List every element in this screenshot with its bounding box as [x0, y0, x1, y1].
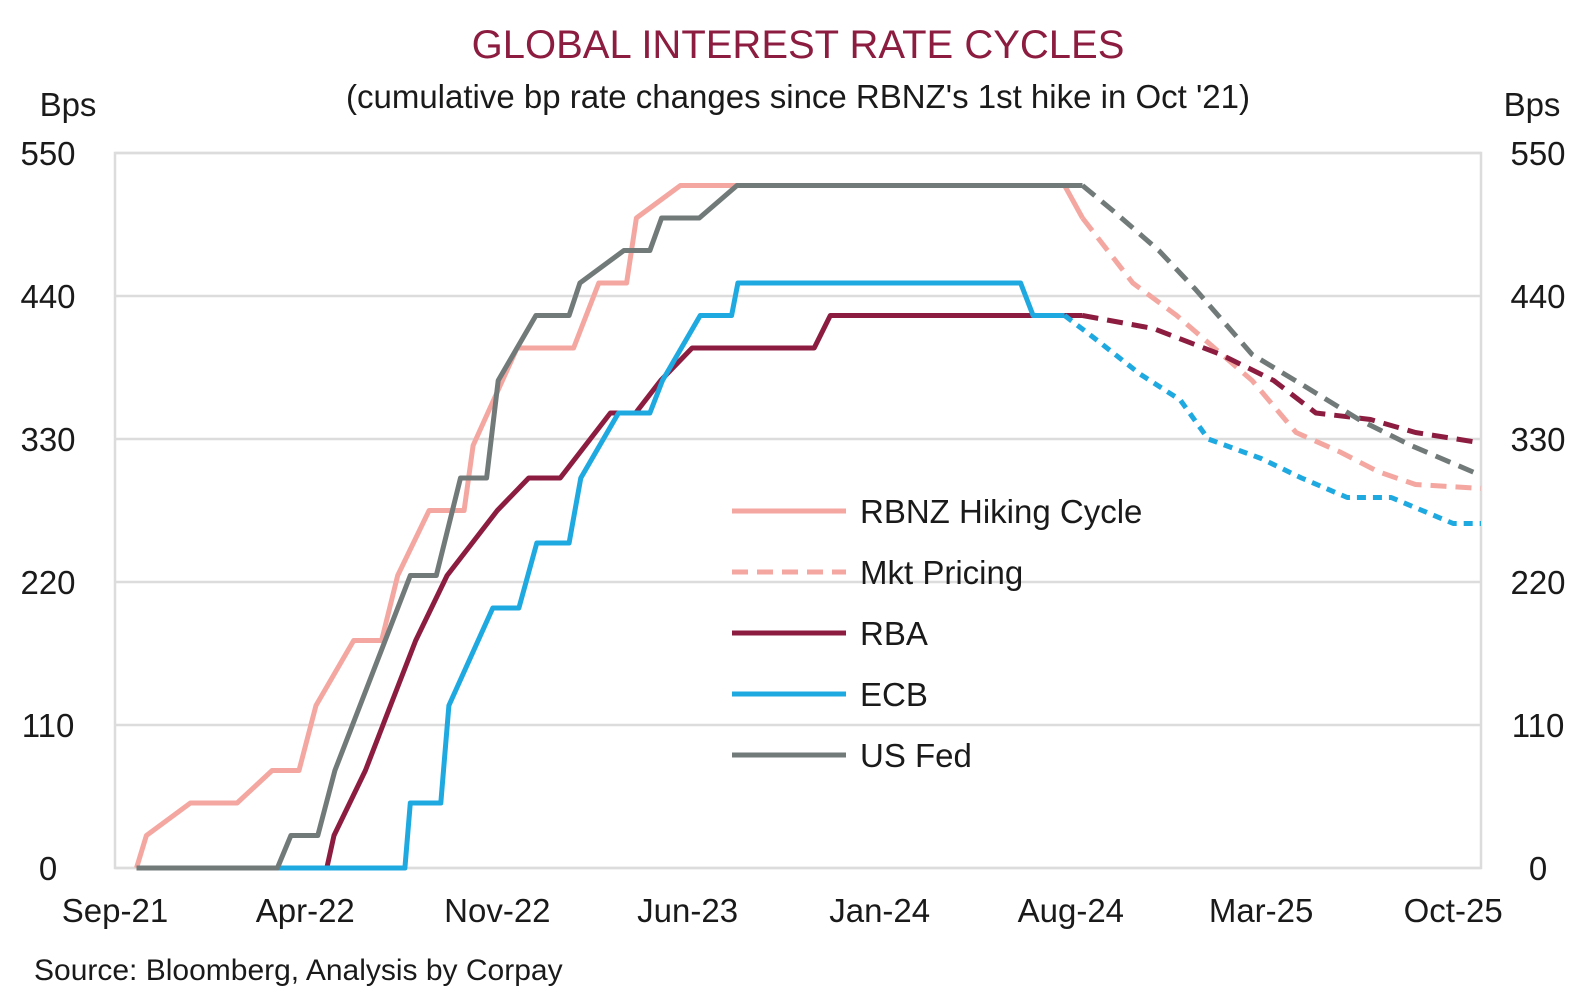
series-line-us-fed-dashed-7 — [1080, 183, 1482, 478]
x-tick-Oct-25: Oct-25 — [1404, 892, 1503, 929]
series-line-mkt-pricing-dashed-1 — [1080, 216, 1482, 491]
y-tick-left-440: 440 — [20, 278, 75, 315]
legend-label-rba: RBA — [860, 615, 928, 652]
y-tick-left-220: 220 — [20, 564, 75, 601]
legend: RBNZ Hiking Cycle Mkt Pricing RBA ECB US Fed — [732, 493, 1142, 774]
y-axis-unit-left: Bps — [40, 86, 97, 123]
x-tick-Jan-24: Jan-24 — [829, 892, 930, 929]
legend-label-mkt-pricing: Mkt Pricing — [860, 554, 1023, 591]
y-tick-left-0: 0 — [39, 850, 57, 887]
x-tick-Jun-23: Jun-23 — [637, 892, 738, 929]
series-line-rbnz-hiking-cycle-solid-0 — [134, 183, 1085, 869]
x-tick-Aug-24: Aug-24 — [1018, 892, 1124, 929]
x-tick-Mar-25: Mar-25 — [1209, 892, 1314, 929]
y-tick-right-0: 0 — [1529, 850, 1547, 887]
series-lines — [134, 183, 1482, 871]
plot-frame — [113, 151, 1483, 870]
y-axis-right: 0 110 220 330 440 550 — [1510, 135, 1565, 887]
y-tick-right-550: 550 — [1510, 135, 1565, 172]
y-tick-left-110: 110 — [22, 707, 75, 744]
x-tick-Apr-22: Apr-22 — [256, 892, 355, 929]
series-line-ecb-dashed-5 — [1063, 313, 1481, 526]
x-tick-Nov-22: Nov-22 — [444, 892, 550, 929]
y-tick-left-550: 550 — [20, 135, 75, 172]
chart-subtitle: (cumulative bp rate changes since RBNZ's… — [346, 78, 1250, 115]
y-tick-right-110: 110 — [1512, 707, 1565, 744]
series-line-rba-solid-2 — [136, 313, 1083, 871]
y-tick-right-330: 330 — [1510, 421, 1565, 458]
x-axis: Sep-21 Apr-22 Nov-22 Jun-23 Jan-24 Aug-24 Mar-… — [62, 892, 1503, 929]
y-tick-left-330: 330 — [20, 421, 75, 458]
y-tick-right-220: 220 — [1510, 564, 1565, 601]
legend-label-us-fed: US Fed — [860, 737, 972, 774]
series-line-rba-dashed-3 — [1082, 313, 1482, 446]
y-axis-left: 0 110 220 330 440 550 — [20, 135, 75, 887]
x-tick-Sep-21: Sep-21 — [62, 892, 168, 929]
series-line-us-fed-solid-6 — [136, 183, 1083, 871]
legend-label-ecb: ECB — [860, 676, 928, 713]
chart-title: GLOBAL INTEREST RATE CYCLES — [472, 23, 1125, 67]
series-line-ecb-solid-4 — [136, 280, 1065, 871]
y-axis-unit-right: Bps — [1504, 86, 1561, 123]
legend-label-rbnz-hiking-cycle: RBNZ Hiking Cycle — [860, 493, 1142, 530]
source-note: Source: Bloomberg, Analysis by Corpay — [34, 954, 563, 987]
y-tick-right-440: 440 — [1510, 278, 1565, 315]
